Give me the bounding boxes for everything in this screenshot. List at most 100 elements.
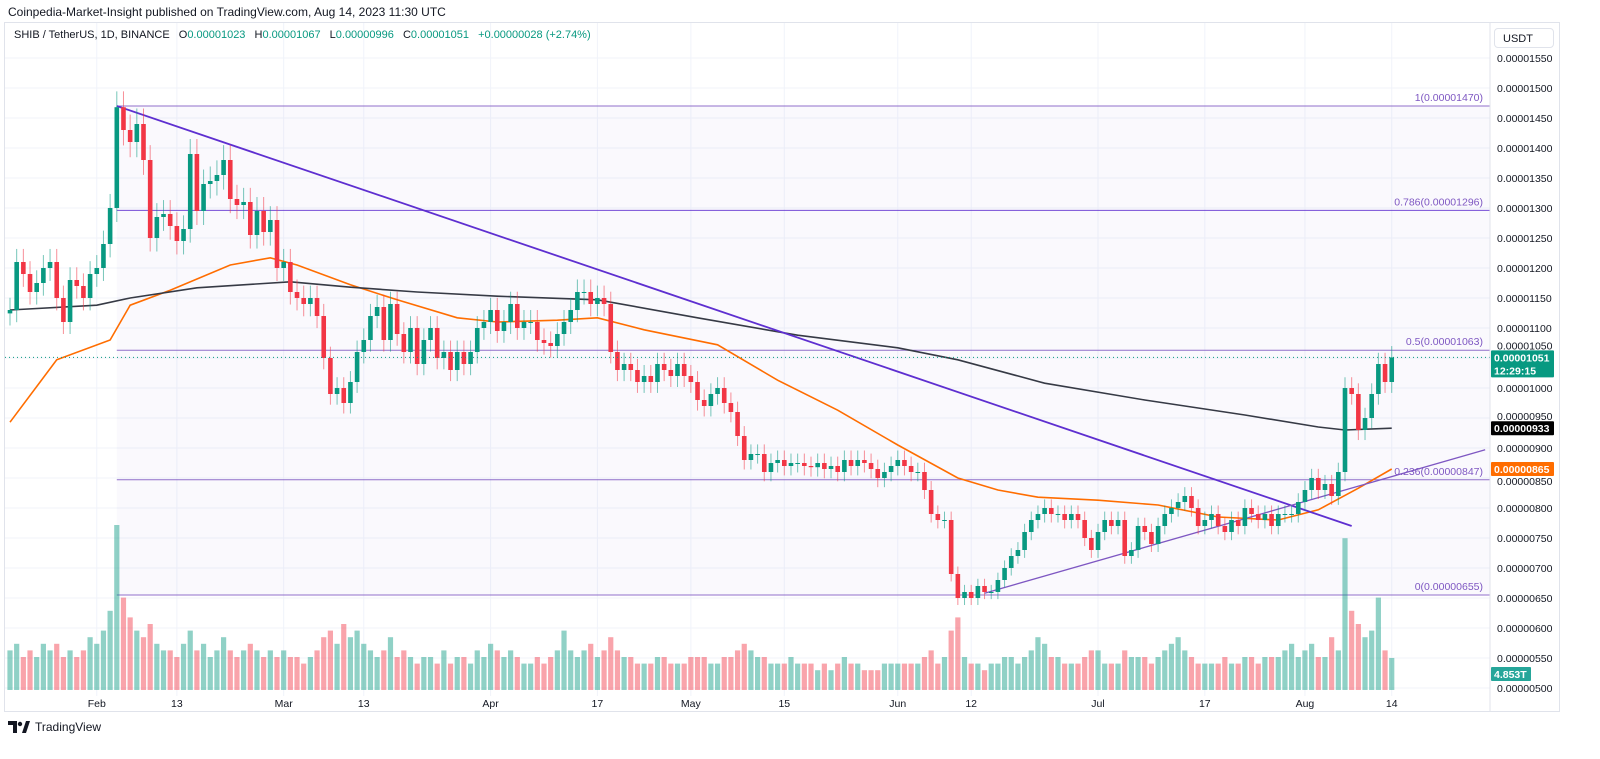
candle[interactable] (381, 294, 387, 352)
candle[interactable] (428, 316, 433, 352)
candle[interactable] (121, 91, 126, 146)
candle[interactable] (94, 255, 100, 287)
candle[interactable] (494, 297, 500, 343)
candle[interactable] (935, 505, 941, 529)
candle[interactable] (1229, 511, 1234, 541)
candle[interactable] (975, 578, 981, 606)
candle[interactable] (147, 145, 153, 252)
candle[interactable] (1109, 511, 1114, 535)
candle[interactable] (34, 270, 39, 305)
candle[interactable] (401, 322, 407, 364)
candle[interactable] (755, 444, 760, 464)
candle[interactable] (515, 291, 520, 340)
candle[interactable] (1195, 499, 1201, 535)
candle[interactable] (501, 310, 507, 343)
candle[interactable] (61, 285, 66, 334)
candle[interactable] (1309, 468, 1314, 499)
candle[interactable] (1382, 352, 1388, 393)
candle[interactable] (1209, 505, 1214, 529)
candle[interactable] (621, 352, 627, 382)
candle[interactable] (394, 291, 400, 346)
candle[interactable] (1202, 511, 1208, 535)
candle[interactable] (1149, 523, 1154, 552)
candle[interactable] (1342, 377, 1348, 482)
candle[interactable] (982, 578, 987, 600)
candle[interactable] (154, 203, 160, 252)
symbol-name[interactable]: SHIB / TetherUS, 1D, BINANCE (14, 29, 170, 41)
candle[interactable] (508, 291, 513, 334)
candle[interactable] (1008, 548, 1014, 576)
candle[interactable] (1329, 474, 1334, 505)
candle[interactable] (661, 352, 667, 382)
candle[interactable] (895, 450, 901, 476)
candle[interactable] (908, 456, 914, 482)
candle[interactable] (1082, 511, 1087, 547)
candle[interactable] (488, 297, 493, 334)
candle[interactable] (348, 371, 353, 414)
candle[interactable] (14, 248, 19, 323)
candle[interactable] (1175, 493, 1181, 517)
candle[interactable] (902, 450, 907, 476)
candle[interactable] (1062, 505, 1067, 529)
candle[interactable] (241, 187, 246, 220)
candle[interactable] (748, 444, 754, 470)
candle[interactable] (675, 352, 680, 388)
candle[interactable] (815, 453, 820, 477)
candle[interactable] (161, 200, 166, 231)
candle[interactable] (708, 383, 714, 417)
candle[interactable] (274, 206, 280, 281)
candle[interactable] (962, 584, 967, 606)
candle[interactable] (1376, 352, 1381, 405)
candle[interactable] (1356, 383, 1361, 441)
tradingview-logo[interactable]: TradingView (8, 720, 101, 734)
candle[interactable] (741, 426, 747, 470)
candle[interactable] (648, 364, 654, 393)
candle[interactable] (448, 340, 453, 382)
candle[interactable] (167, 200, 173, 240)
candle[interactable] (1182, 487, 1188, 511)
candle[interactable] (721, 377, 727, 414)
candle[interactable] (835, 456, 840, 482)
candle[interactable] (114, 91, 120, 223)
candle[interactable] (1235, 511, 1241, 535)
candle[interactable] (181, 215, 186, 255)
candle[interactable] (822, 453, 827, 479)
candle[interactable] (1069, 505, 1074, 529)
currency-button[interactable]: USDT (1494, 28, 1554, 48)
candle[interactable] (1049, 499, 1054, 523)
candle[interactable] (1289, 505, 1294, 523)
candle[interactable] (715, 377, 720, 405)
candle[interactable] (795, 453, 800, 473)
candle[interactable] (588, 279, 594, 317)
candle[interactable] (134, 108, 140, 158)
candle[interactable] (761, 444, 767, 482)
candle[interactable] (127, 114, 133, 158)
candle[interactable] (1135, 517, 1141, 558)
candle[interactable] (1349, 377, 1354, 405)
candle[interactable] (541, 328, 547, 355)
candle[interactable] (474, 316, 480, 364)
candle[interactable] (1222, 517, 1228, 541)
candle[interactable] (141, 108, 146, 175)
candle[interactable] (628, 352, 634, 382)
candle[interactable] (521, 310, 527, 340)
candle[interactable] (1262, 505, 1268, 529)
candle[interactable] (1322, 474, 1328, 499)
candle[interactable] (101, 230, 106, 281)
candle[interactable] (561, 310, 567, 346)
candle[interactable] (1169, 499, 1174, 523)
candle[interactable] (7, 297, 13, 326)
candle[interactable] (782, 450, 787, 476)
candle[interactable] (221, 145, 226, 190)
candle[interactable] (728, 392, 734, 423)
candle[interactable] (695, 371, 700, 411)
candle[interactable] (87, 261, 93, 311)
candle[interactable] (955, 566, 961, 606)
candle[interactable] (368, 303, 373, 352)
candle[interactable] (888, 456, 894, 482)
candle[interactable] (314, 285, 320, 329)
candle[interactable] (248, 187, 253, 249)
candle[interactable] (635, 358, 640, 393)
candle[interactable] (968, 584, 974, 606)
